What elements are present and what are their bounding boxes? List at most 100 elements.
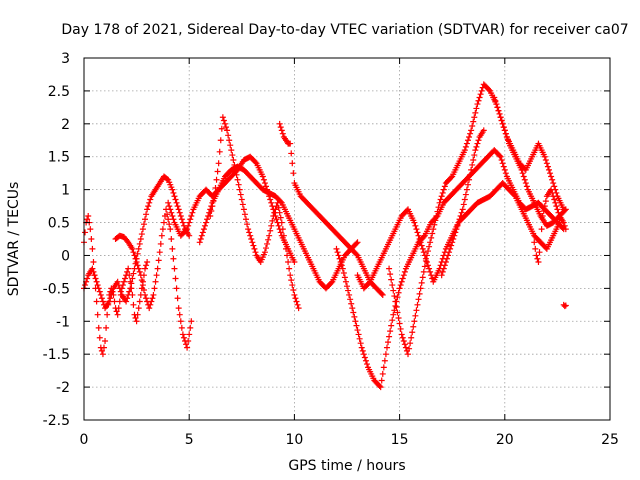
data-point-marker [462, 191, 469, 198]
data-point-marker [143, 262, 150, 269]
data-point-marker [451, 232, 458, 239]
data-point-marker [378, 290, 385, 297]
data-point-marker [186, 232, 193, 239]
data-point-marker [466, 133, 473, 140]
data-point-marker [213, 176, 220, 183]
data-point-marker [148, 298, 155, 305]
data-point-marker [185, 222, 192, 229]
data-point-marker [186, 219, 193, 226]
data-point-marker [183, 341, 190, 348]
data-point-marker [87, 226, 94, 233]
y-tick-label: 2.5 [48, 84, 70, 100]
data-point-marker [132, 314, 139, 321]
data-point-marker [468, 127, 475, 134]
data-point-marker [418, 242, 425, 249]
data-point-marker [224, 127, 231, 134]
data-point-marker [379, 370, 386, 377]
data-point-marker [189, 209, 196, 216]
data-point-marker [467, 130, 474, 137]
data-point-marker [439, 189, 446, 196]
data-point-marker [259, 173, 266, 180]
data-point-marker [111, 298, 118, 305]
data-point-marker [407, 340, 414, 347]
data-point-marker [218, 125, 225, 132]
data-point-marker [454, 222, 461, 229]
data-point-marker [286, 265, 293, 272]
data-point-marker [183, 227, 190, 234]
data-point-marker [471, 152, 478, 159]
data-point-marker [412, 312, 419, 319]
data-point-marker [170, 216, 177, 223]
data-point-marker [136, 268, 143, 275]
data-point-marker [171, 265, 178, 272]
data-point-marker [551, 183, 558, 190]
data-point-marker [143, 295, 150, 302]
y-tick-label: -2 [56, 380, 70, 396]
data-point-marker [84, 216, 91, 223]
data-point-marker [166, 203, 173, 210]
data-point-marker [220, 117, 227, 124]
data-point-marker [467, 171, 474, 178]
data-point-marker [188, 212, 195, 219]
data-point-marker [430, 226, 437, 233]
data-point-marker [178, 216, 185, 223]
data-point-marker [106, 298, 113, 305]
data-point-marker [267, 196, 274, 203]
data-point-marker [555, 209, 562, 216]
data-point-marker [188, 318, 195, 325]
data-point-marker [497, 153, 504, 160]
data-point-marker [135, 245, 142, 252]
data-point-marker [358, 344, 365, 351]
data-point-marker [117, 288, 124, 295]
data-point-marker [204, 216, 211, 223]
data-point-marker [550, 180, 557, 187]
data-point-marker [549, 189, 556, 196]
data-point-marker [494, 104, 501, 111]
data-point-marker [88, 236, 95, 242]
data-point-marker [426, 243, 433, 250]
data-point-marker [149, 295, 156, 302]
data-point-marker [476, 94, 483, 101]
data-point-marker [136, 298, 143, 305]
data-point-marker [277, 198, 284, 205]
data-point-marker [448, 174, 455, 181]
data-point-marker [391, 307, 398, 314]
data-point-marker [414, 229, 421, 236]
data-point-marker [114, 311, 121, 318]
data-point-marker [450, 236, 457, 242]
data-point-marker [164, 175, 171, 182]
data-points [81, 81, 569, 391]
data-point-marker [264, 240, 271, 247]
data-point-marker [177, 212, 184, 219]
data-point-marker [177, 318, 184, 325]
data-point-marker [415, 232, 422, 239]
data-point-marker [275, 204, 282, 211]
data-point-marker [345, 287, 352, 294]
data-point-marker [397, 325, 404, 332]
data-point-marker [170, 189, 177, 196]
data-point-marker [549, 176, 556, 183]
data-point-marker [462, 143, 469, 150]
data-point-marker [276, 209, 283, 216]
data-point-marker [538, 226, 545, 233]
data-point-marker [200, 226, 207, 233]
data-point-marker [276, 120, 283, 127]
x-axis-label: GPS time / hours [288, 458, 405, 474]
data-point-marker [561, 222, 568, 229]
data-point-marker [421, 263, 428, 270]
data-point-marker [535, 259, 542, 266]
data-point-marker [560, 206, 567, 213]
data-point-marker [289, 282, 296, 289]
data-point-marker [293, 298, 300, 305]
data-point-marker [433, 212, 440, 219]
data-point-marker [417, 239, 424, 246]
data-point-marker [252, 249, 259, 256]
data-point-marker [443, 255, 450, 262]
data-point-marker [239, 201, 246, 208]
data-point-marker [472, 109, 479, 116]
data-point-marker [290, 170, 297, 177]
data-point-marker [464, 137, 471, 144]
data-point-marker [562, 302, 569, 309]
y-tick-label: -0.5 [43, 281, 70, 297]
data-point-marker [90, 268, 97, 275]
